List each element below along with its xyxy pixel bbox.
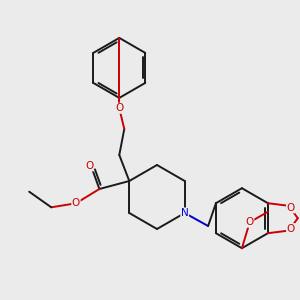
Text: O: O	[85, 161, 94, 171]
Text: O: O	[246, 217, 254, 227]
Text: O: O	[286, 224, 295, 234]
Text: O: O	[286, 203, 295, 213]
Text: N: N	[181, 208, 189, 218]
Text: O: O	[72, 198, 80, 208]
Text: O: O	[115, 103, 123, 113]
